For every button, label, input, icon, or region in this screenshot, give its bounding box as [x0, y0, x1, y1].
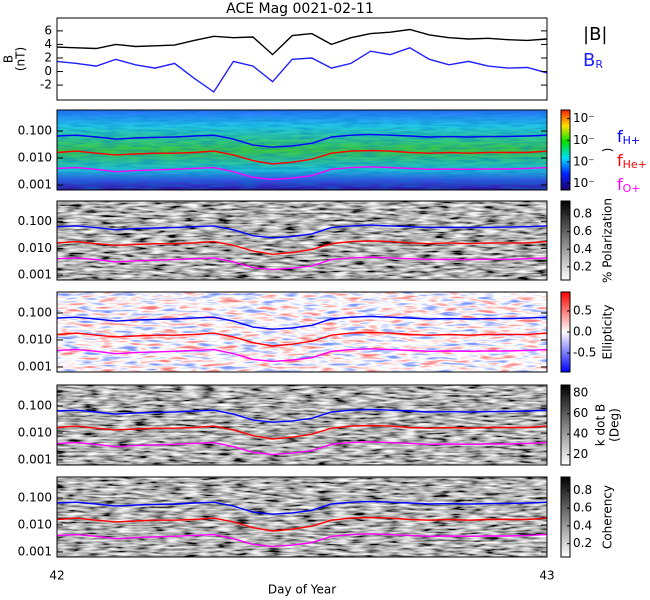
axes-frame [56, 291, 548, 373]
y-axis-label: (nT) [14, 47, 28, 71]
y-tick-label: 0.010 [18, 241, 52, 255]
y-tick-label: 4 [44, 37, 52, 51]
spectrogram-bg [57, 385, 547, 465]
colorbar-label: % Polarization [601, 198, 615, 283]
legend-entry: fO+ [617, 175, 641, 196]
axes-frame [56, 200, 548, 281]
y-tick-label: 0.100 [18, 123, 52, 137]
colorbar [560, 109, 571, 191]
frequency-line [57, 331, 547, 347]
colorbar [560, 200, 571, 281]
colorbar-tick-label: 40 [573, 427, 588, 441]
colorbar-tick-label: 10⁻ [573, 133, 595, 147]
colorbar-tick-label: 0.0 [573, 325, 592, 339]
y-tick-label: 0 [44, 64, 52, 78]
frequency-line [57, 133, 547, 148]
x-tick-label: 43 [539, 569, 554, 583]
legend-entry: fHe+ [617, 151, 647, 172]
frequency-line [57, 516, 547, 532]
y-tick-label: 0.001 [18, 359, 52, 373]
spectrogram-bg [57, 477, 547, 557]
frequency-line [57, 348, 547, 363]
frequency-line [57, 500, 547, 515]
colorbar-label: k dot B [594, 404, 608, 446]
axes-frame [56, 384, 548, 466]
plot-area [57, 477, 547, 557]
frequency-line [57, 315, 547, 330]
axes-frame [56, 476, 548, 558]
colorbar-label: ) [601, 148, 615, 153]
colorbar-tick-label: 60 [573, 406, 588, 420]
legend-entry: |B| [583, 24, 607, 45]
axes-frame [56, 109, 548, 191]
colorbar-tick-label: 10⁻ [573, 111, 595, 125]
title: ACE Mag 0021-02-11 [226, 1, 374, 17]
y-tick-label: 6 [44, 23, 52, 37]
line [57, 47, 547, 93]
y-tick-label: 0.001 [18, 452, 52, 466]
frequency-line [57, 166, 547, 181]
y-tick-label: 0.010 [18, 332, 52, 346]
colorbar-tick-label: 10⁻ [573, 154, 595, 168]
colorbar-tick-label: 10⁻ [573, 176, 595, 190]
x-axis-label: Day of Year [268, 583, 336, 597]
plot-area [57, 201, 547, 280]
y-tick-label: 0.010 [18, 425, 52, 439]
colorbar-label: Coherency [601, 485, 615, 549]
spectrogram-noise [57, 110, 547, 190]
colorbar-label: (Deg) [608, 408, 622, 442]
frequency-line [57, 240, 547, 256]
spectrogram-blue [57, 292, 547, 372]
legend-entry: BR [583, 50, 603, 71]
y-tick-label: 0.100 [18, 398, 52, 412]
colorbar-tick-label: -0.5 [573, 346, 596, 360]
y-tick-label: 0.100 [18, 305, 52, 319]
axes-frame [56, 17, 548, 101]
plot-area [57, 385, 547, 465]
frequency-line [57, 256, 547, 271]
y-tick-label: -2 [40, 78, 52, 92]
colorbar [560, 384, 571, 466]
colorbar-tick-label: 0.2 [573, 536, 592, 550]
y-tick-label: 0.100 [18, 490, 52, 504]
colorbar [560, 476, 571, 558]
frequency-line [57, 408, 547, 423]
line [57, 28, 547, 56]
colorbar-tick-label: 0.4 [573, 242, 592, 256]
colorbar-tick-label: 20 [573, 447, 588, 461]
y-tick-label: 0.100 [18, 214, 52, 228]
frequency-line [57, 424, 547, 440]
y-tick-label: 0.010 [18, 517, 52, 531]
colorbar-tick-label: 0.4 [573, 518, 592, 532]
frequency-line [57, 441, 547, 456]
plot-area [57, 28, 547, 93]
colorbar-tick-label: 0.6 [573, 501, 592, 515]
frequency-line [57, 149, 547, 165]
y-tick-label: 2 [44, 50, 52, 64]
plot-area [57, 292, 547, 372]
frequency-line [57, 533, 547, 548]
spectrogram-bg [57, 201, 547, 280]
colorbar-tick-label: 0.5 [573, 303, 592, 317]
legend-entry: fH+ [617, 127, 640, 148]
colorbar-tick-label: 80 [573, 386, 588, 400]
y-tick-label: 0.001 [18, 268, 52, 282]
colorbar-label: Ellipticity [601, 305, 615, 360]
colorbar-tick-label: 0.6 [573, 224, 592, 238]
colorbar-tick-label: 0.8 [573, 483, 592, 497]
colorbar-tick-label: 0.8 [573, 207, 592, 221]
y-tick-label: 0.001 [18, 544, 52, 558]
y-tick-label: 0.010 [18, 150, 52, 164]
y-tick-label: 0.001 [18, 177, 52, 191]
frequency-line [57, 224, 547, 239]
colorbar-tick-label: 0.2 [573, 259, 592, 273]
y-axis-label: B [2, 55, 16, 63]
x-tick-label: 42 [49, 569, 64, 583]
plot-area [57, 110, 547, 190]
